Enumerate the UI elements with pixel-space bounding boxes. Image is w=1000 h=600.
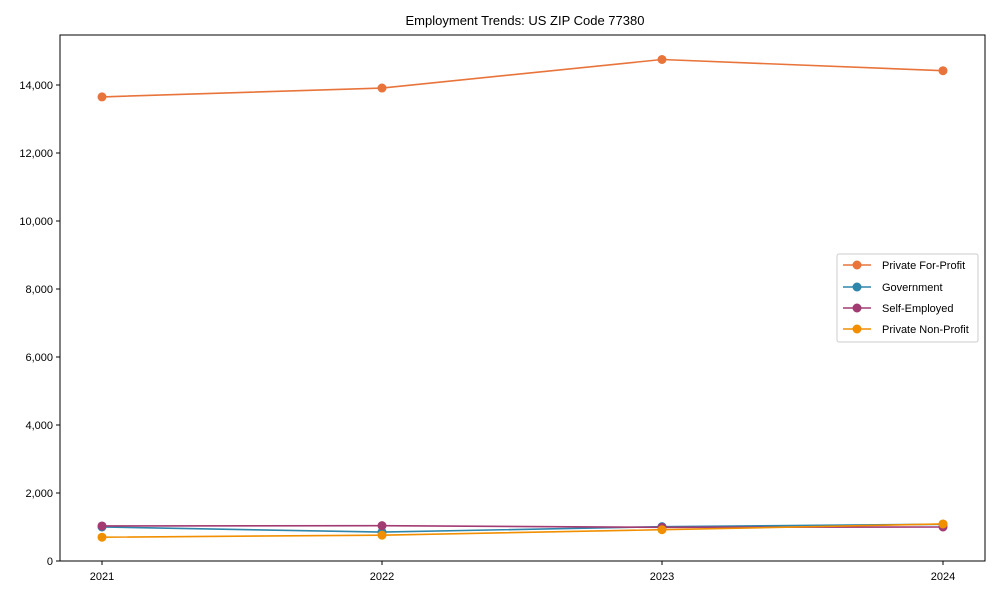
data-point-marker xyxy=(97,521,107,531)
series-line xyxy=(101,523,944,538)
legend-marker-icon xyxy=(852,303,862,313)
legend-item: Self-Employed xyxy=(843,303,954,315)
series-lines xyxy=(97,55,948,542)
data-point-marker xyxy=(97,532,107,542)
legend-label: Private Non-Profit xyxy=(882,324,969,336)
data-point-marker xyxy=(97,92,107,102)
y-axis: 0 2,000 4,000 6,000 8,000 10,000 12,000 14,000 xyxy=(19,80,60,568)
data-point-marker xyxy=(657,55,667,64)
y-tick-label: 14,000 xyxy=(19,80,53,92)
plot-area xyxy=(59,34,986,562)
series-line xyxy=(101,523,944,533)
y-tick-label: 10,000 xyxy=(19,216,53,228)
legend-marker-icon xyxy=(852,260,862,270)
chart-title: Employment Trends: US ZIP Code 77380 xyxy=(406,13,645,28)
series-line xyxy=(101,58,944,98)
x-tick-label: 2023 xyxy=(650,571,674,583)
x-tick-label: 2022 xyxy=(370,571,394,583)
data-point-marker xyxy=(377,521,387,531)
legend-box xyxy=(836,253,979,343)
data-point-marker xyxy=(377,83,387,93)
x-tick-label: 2024 xyxy=(931,571,955,583)
legend-item: Private For-Profit xyxy=(843,260,965,272)
y-tick-label: 2,000 xyxy=(25,488,53,500)
x-tick-label: 2021 xyxy=(90,571,114,583)
data-point-marker xyxy=(938,519,948,529)
data-point-marker xyxy=(657,525,667,535)
data-point-marker xyxy=(377,530,387,540)
series-private-for-profit xyxy=(97,55,948,102)
y-tick-label: 6,000 xyxy=(25,352,53,364)
series-government xyxy=(97,519,948,537)
legend-label: Private For-Profit xyxy=(882,260,965,272)
legend-label: Self-Employed xyxy=(882,303,954,315)
legend-item: Government xyxy=(843,282,943,294)
data-point-marker xyxy=(938,66,948,76)
legend-label: Government xyxy=(882,282,943,294)
y-tick-label: 0 xyxy=(47,556,53,568)
y-tick-label: 8,000 xyxy=(25,284,53,296)
legend-marker-icon xyxy=(852,282,862,292)
legend-item: Private Non-Profit xyxy=(843,324,969,336)
legend-marker-icon xyxy=(852,324,862,334)
legend: Private For-Profit Government Self-Employe… xyxy=(836,253,979,343)
y-tick-label: 4,000 xyxy=(25,420,53,432)
series-private-non-profit xyxy=(97,519,948,542)
x-axis: 2021 2022 2023 2024 xyxy=(90,561,955,583)
y-tick-label: 12,000 xyxy=(19,148,53,160)
